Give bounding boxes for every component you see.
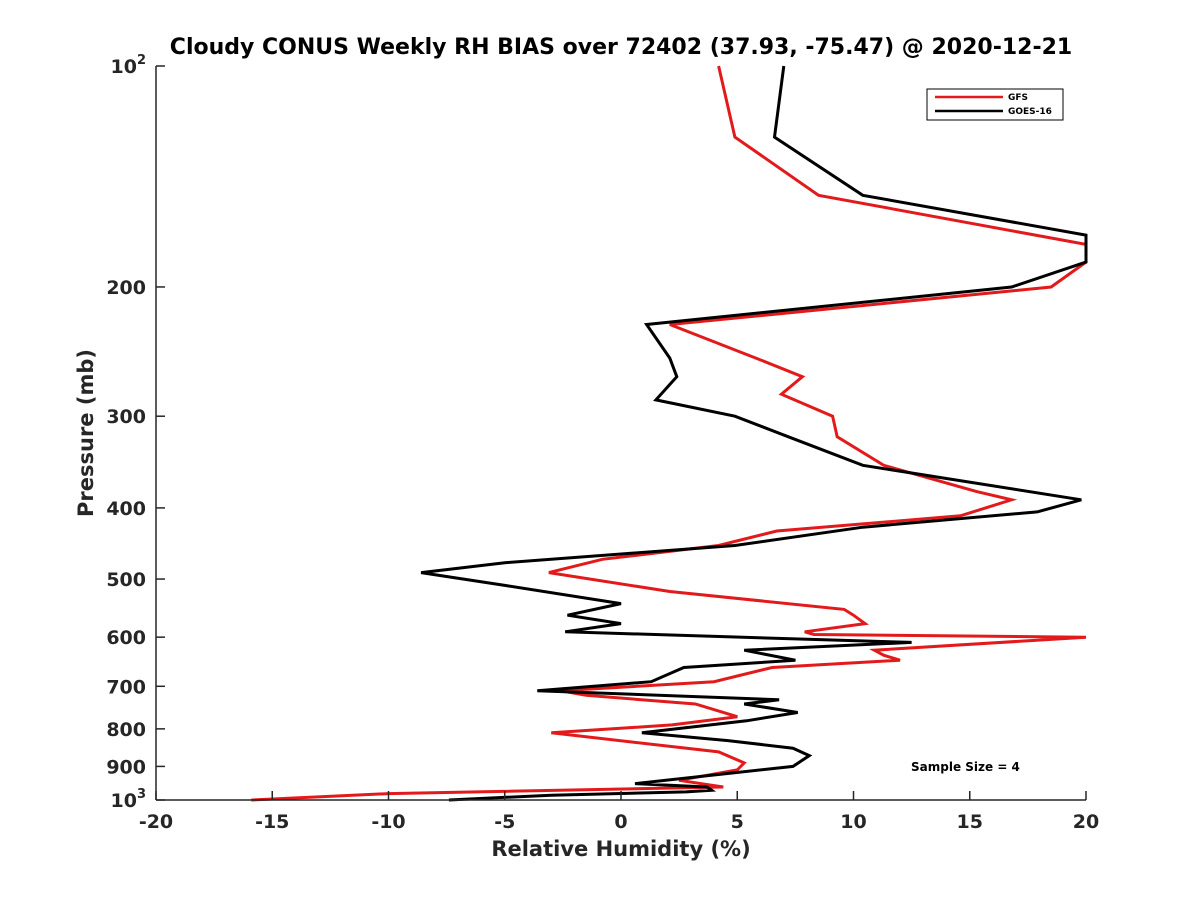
y-tick-label: 300 bbox=[106, 406, 146, 428]
ticks-layer: -20 -15 -10 -5 0 5 10 15 20 102 200 300 400 500 600 700… bbox=[106, 53, 1099, 833]
y-tick-label: 400 bbox=[106, 498, 146, 520]
x-tick-label: -15 bbox=[255, 811, 289, 833]
legend-label-gfs: GFS bbox=[1008, 93, 1028, 103]
sample-size-annotation: Sample Size = 4 bbox=[911, 760, 1020, 774]
y-tick-label: 700 bbox=[106, 676, 146, 698]
series-line-goes16 bbox=[420, 65, 1088, 802]
series-layer bbox=[251, 65, 1088, 802]
y-axis-label: Pressure (mb) bbox=[74, 349, 98, 517]
x-tick-label: 0 bbox=[614, 811, 627, 833]
chart-title: Cloudy CONUS Weekly RH BIAS over 72402 (… bbox=[170, 35, 1072, 60]
x-tick-label: -10 bbox=[371, 811, 405, 833]
x-tick-label: 20 bbox=[1073, 811, 1099, 833]
y-tick-label: 500 bbox=[106, 569, 146, 591]
x-tick-label: 5 bbox=[731, 811, 744, 833]
series-line-gfs bbox=[251, 65, 1088, 802]
y-tick-label: 103 bbox=[111, 787, 147, 812]
y-tick-label: 102 bbox=[111, 53, 147, 78]
x-tick-label: 15 bbox=[957, 811, 983, 833]
legend-label-goes16: GOES-16 bbox=[1008, 107, 1052, 117]
y-tick-label: 800 bbox=[106, 719, 146, 741]
y-tick-label: 900 bbox=[106, 756, 146, 778]
x-tick-label: -5 bbox=[494, 811, 515, 833]
legend-box bbox=[926, 88, 1064, 121]
x-tick-label: 10 bbox=[840, 811, 866, 833]
y-tick-label: 200 bbox=[106, 277, 146, 299]
y-tick-label: 600 bbox=[106, 627, 146, 649]
legend: GFS GOES-16 bbox=[926, 88, 1064, 121]
x-axis-label: Relative Humidity (%) bbox=[491, 837, 750, 861]
x-tick-label: -20 bbox=[139, 811, 173, 833]
